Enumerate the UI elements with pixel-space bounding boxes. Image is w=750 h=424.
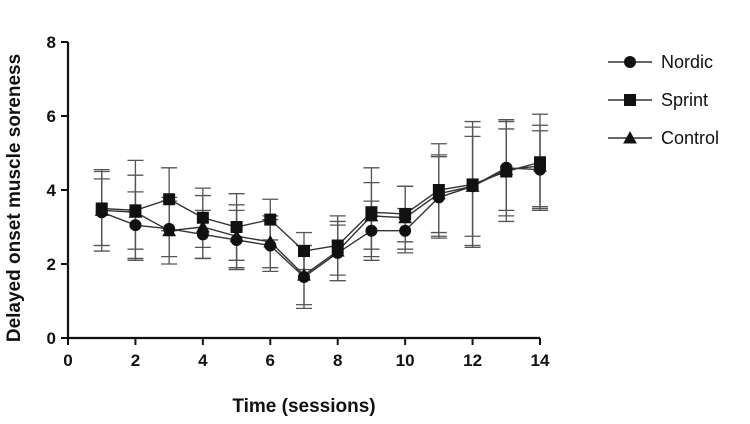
x-tick-label: 4 <box>198 351 208 370</box>
x-tick-label: 8 <box>333 351 342 370</box>
legend-marker-control <box>623 131 637 144</box>
x-tick-label: 14 <box>531 351 550 370</box>
x-tick-label: 0 <box>63 351 72 370</box>
legend-label-sprint: Sprint <box>661 90 708 110</box>
data-point-sprint <box>298 245 310 258</box>
y-tick-label: 6 <box>47 107 56 126</box>
y-axis-title: Delayed onset muscle soreness <box>4 54 25 342</box>
data-point-sprint <box>264 213 277 226</box>
y-tick-label: 8 <box>47 33 56 52</box>
data-point-control <box>330 244 345 257</box>
data-point-control <box>398 210 413 224</box>
data-point-control <box>94 203 109 216</box>
data-point-control <box>297 268 311 281</box>
series-line-sprint <box>101 161 541 252</box>
data-point-control <box>162 223 177 237</box>
x-tick-label: 10 <box>396 351 415 370</box>
data-point-sprint <box>230 221 243 233</box>
data-point-control <box>229 229 244 242</box>
y-tick-label: 0 <box>47 329 56 348</box>
data-point-sprint <box>196 211 209 224</box>
x-axis-title: Time (sessions) <box>232 396 375 417</box>
data-point-control <box>499 162 514 176</box>
data-point-control <box>533 159 547 172</box>
data-point-control <box>465 179 480 192</box>
data-point-control <box>431 186 446 200</box>
legend-label-nordic: Nordic <box>661 52 713 72</box>
x-tick-label: 2 <box>131 351 140 370</box>
data-point-nordic <box>365 224 378 237</box>
series-markers <box>94 156 547 283</box>
y-tick-label: 4 <box>47 181 57 200</box>
legend-label-control: Control <box>661 128 719 148</box>
data-point-nordic <box>399 224 412 237</box>
legend-marker-nordic <box>624 56 636 68</box>
x-tick-label: 12 <box>463 351 482 370</box>
data-point-control <box>128 205 143 218</box>
y-tick-label: 2 <box>47 255 56 274</box>
legend-marker-sprint <box>624 94 636 106</box>
axes: 0 2 4 6 8 0 2 4 6 8 10 12 14 <box>47 33 550 370</box>
data-point-control <box>195 220 210 233</box>
data-point-control <box>263 234 278 248</box>
error-bars <box>93 113 548 310</box>
data-point-control <box>364 209 379 222</box>
data-point-nordic <box>129 219 142 232</box>
legend: Nordic Sprint Control <box>608 52 719 148</box>
x-tick-label: 6 <box>266 351 275 370</box>
data-point-sprint <box>163 193 176 206</box>
